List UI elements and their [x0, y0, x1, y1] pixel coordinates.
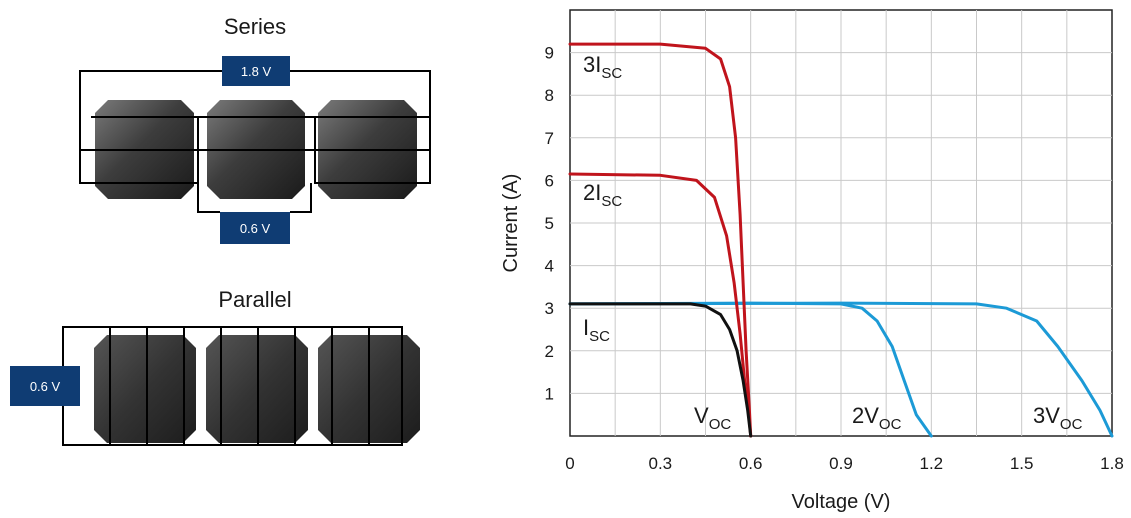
series-wiring	[79, 70, 431, 213]
series-line-3voc	[568, 301, 1114, 438]
series-voltage-label: 1.8 V	[241, 64, 272, 79]
parallel-voltage-label: 0.6 V	[30, 379, 61, 394]
curve-label-voc: VOC	[694, 403, 731, 433]
x-axis-label: Voltage (V)	[792, 491, 891, 513]
cell-voltage-label: 0.6 V	[240, 221, 271, 236]
curve-label-3isc: 3ISC	[583, 52, 622, 82]
series-title: Series	[224, 14, 286, 39]
y-tick-label: 9	[545, 44, 554, 63]
x-tick-labels: 0 0.3 0.6 0.9 1.2 1.5 1.8	[565, 454, 1124, 473]
series-voltage-badge	[222, 56, 290, 86]
series-line-3isc	[568, 42, 753, 438]
curve-label-2voc: 2VOC	[852, 403, 902, 433]
y-tick-label: 5	[545, 214, 554, 233]
iv-chart: 0 0.3 0.6 0.9 1.2 1.5 1.8 1 2 3 4 5 6 7 8 9 3ISC 2ISC IS…	[500, 9, 1124, 513]
parallel-voltage-badge	[10, 366, 80, 406]
curve-label-isc: ISC	[583, 315, 610, 345]
series-line-isc	[568, 302, 753, 438]
parallel-wiring	[62, 326, 403, 446]
y-axis-label: Current (A)	[500, 174, 522, 273]
y-tick-label: 1	[545, 384, 554, 403]
x-tick-label: 1.2	[920, 454, 944, 473]
y-tick-label: 8	[545, 86, 554, 105]
y-tick-label: 2	[545, 342, 554, 361]
x-tick-label: 0	[565, 454, 574, 473]
chart-grid	[570, 10, 1112, 436]
x-tick-label: 0.3	[649, 454, 673, 473]
curve-label-3voc: 3VOC	[1033, 403, 1083, 433]
x-tick-label: 1.8	[1100, 454, 1124, 473]
y-tick-labels: 1 2 3 4 5 6 7 8 9	[545, 44, 554, 404]
parallel-title: Parallel	[218, 287, 291, 312]
chart-series	[568, 42, 1114, 438]
x-tick-label: 0.9	[829, 454, 853, 473]
x-tick-label: 0.6	[739, 454, 763, 473]
cell-voltage-badge	[220, 212, 290, 244]
y-tick-label: 4	[545, 257, 554, 276]
y-tick-label: 6	[545, 171, 554, 190]
y-tick-label: 7	[545, 129, 554, 148]
series-diagram: Series 1.8 V 0.6 V	[79, 14, 431, 244]
x-tick-label: 1.5	[1010, 454, 1034, 473]
parallel-diagram: Parallel 0.6 V	[10, 287, 420, 446]
curve-labels: 3ISC 2ISC ISC 2VOC 3VOC VOC	[583, 52, 1083, 433]
y-tick-label: 3	[545, 299, 554, 318]
parallel-cell-1	[94, 335, 196, 443]
curve-label-2isc: 2ISC	[583, 180, 622, 210]
